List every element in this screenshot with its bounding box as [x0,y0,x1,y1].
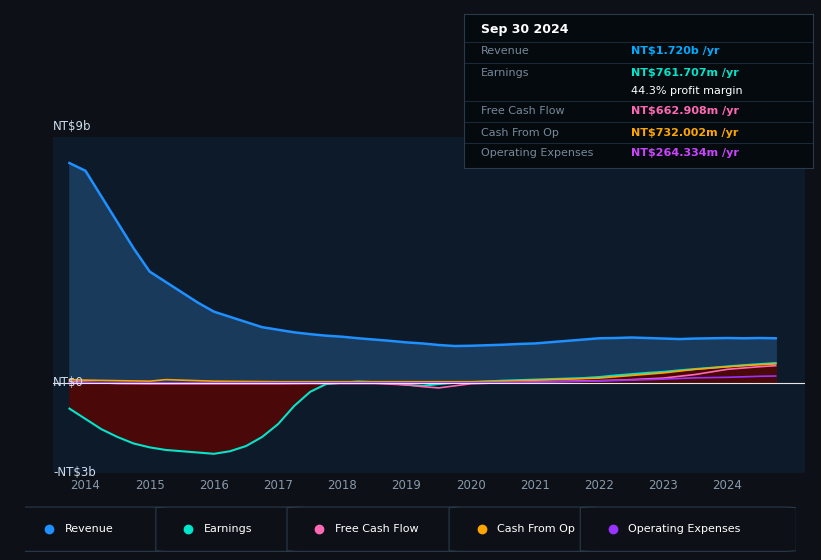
FancyBboxPatch shape [449,507,599,552]
Text: Operating Expenses: Operating Expenses [481,148,594,157]
FancyBboxPatch shape [580,507,796,552]
Text: Earnings: Earnings [481,68,530,77]
Text: -NT$3b: -NT$3b [53,466,96,479]
Text: NT$732.002m /yr: NT$732.002m /yr [631,128,739,138]
Text: NT$761.707m /yr: NT$761.707m /yr [631,68,739,77]
Text: NT$9b: NT$9b [53,120,92,133]
Text: NT$0: NT$0 [53,376,85,389]
FancyBboxPatch shape [17,507,167,552]
Text: NT$1.720b /yr: NT$1.720b /yr [631,46,720,56]
Text: Free Cash Flow: Free Cash Flow [481,106,565,116]
Text: 44.3% profit margin: 44.3% profit margin [631,86,743,96]
Text: Revenue: Revenue [481,46,530,56]
Text: NT$662.908m /yr: NT$662.908m /yr [631,106,740,116]
Text: Operating Expenses: Operating Expenses [628,524,741,534]
Text: Cash From Op: Cash From Op [481,128,559,138]
FancyBboxPatch shape [156,507,306,552]
Text: Cash From Op: Cash From Op [497,524,575,534]
FancyBboxPatch shape [287,507,465,552]
Text: Free Cash Flow: Free Cash Flow [335,524,419,534]
Text: Sep 30 2024: Sep 30 2024 [481,23,569,36]
Text: Earnings: Earnings [204,524,252,534]
Text: Revenue: Revenue [65,524,113,534]
Text: NT$264.334m /yr: NT$264.334m /yr [631,148,739,157]
